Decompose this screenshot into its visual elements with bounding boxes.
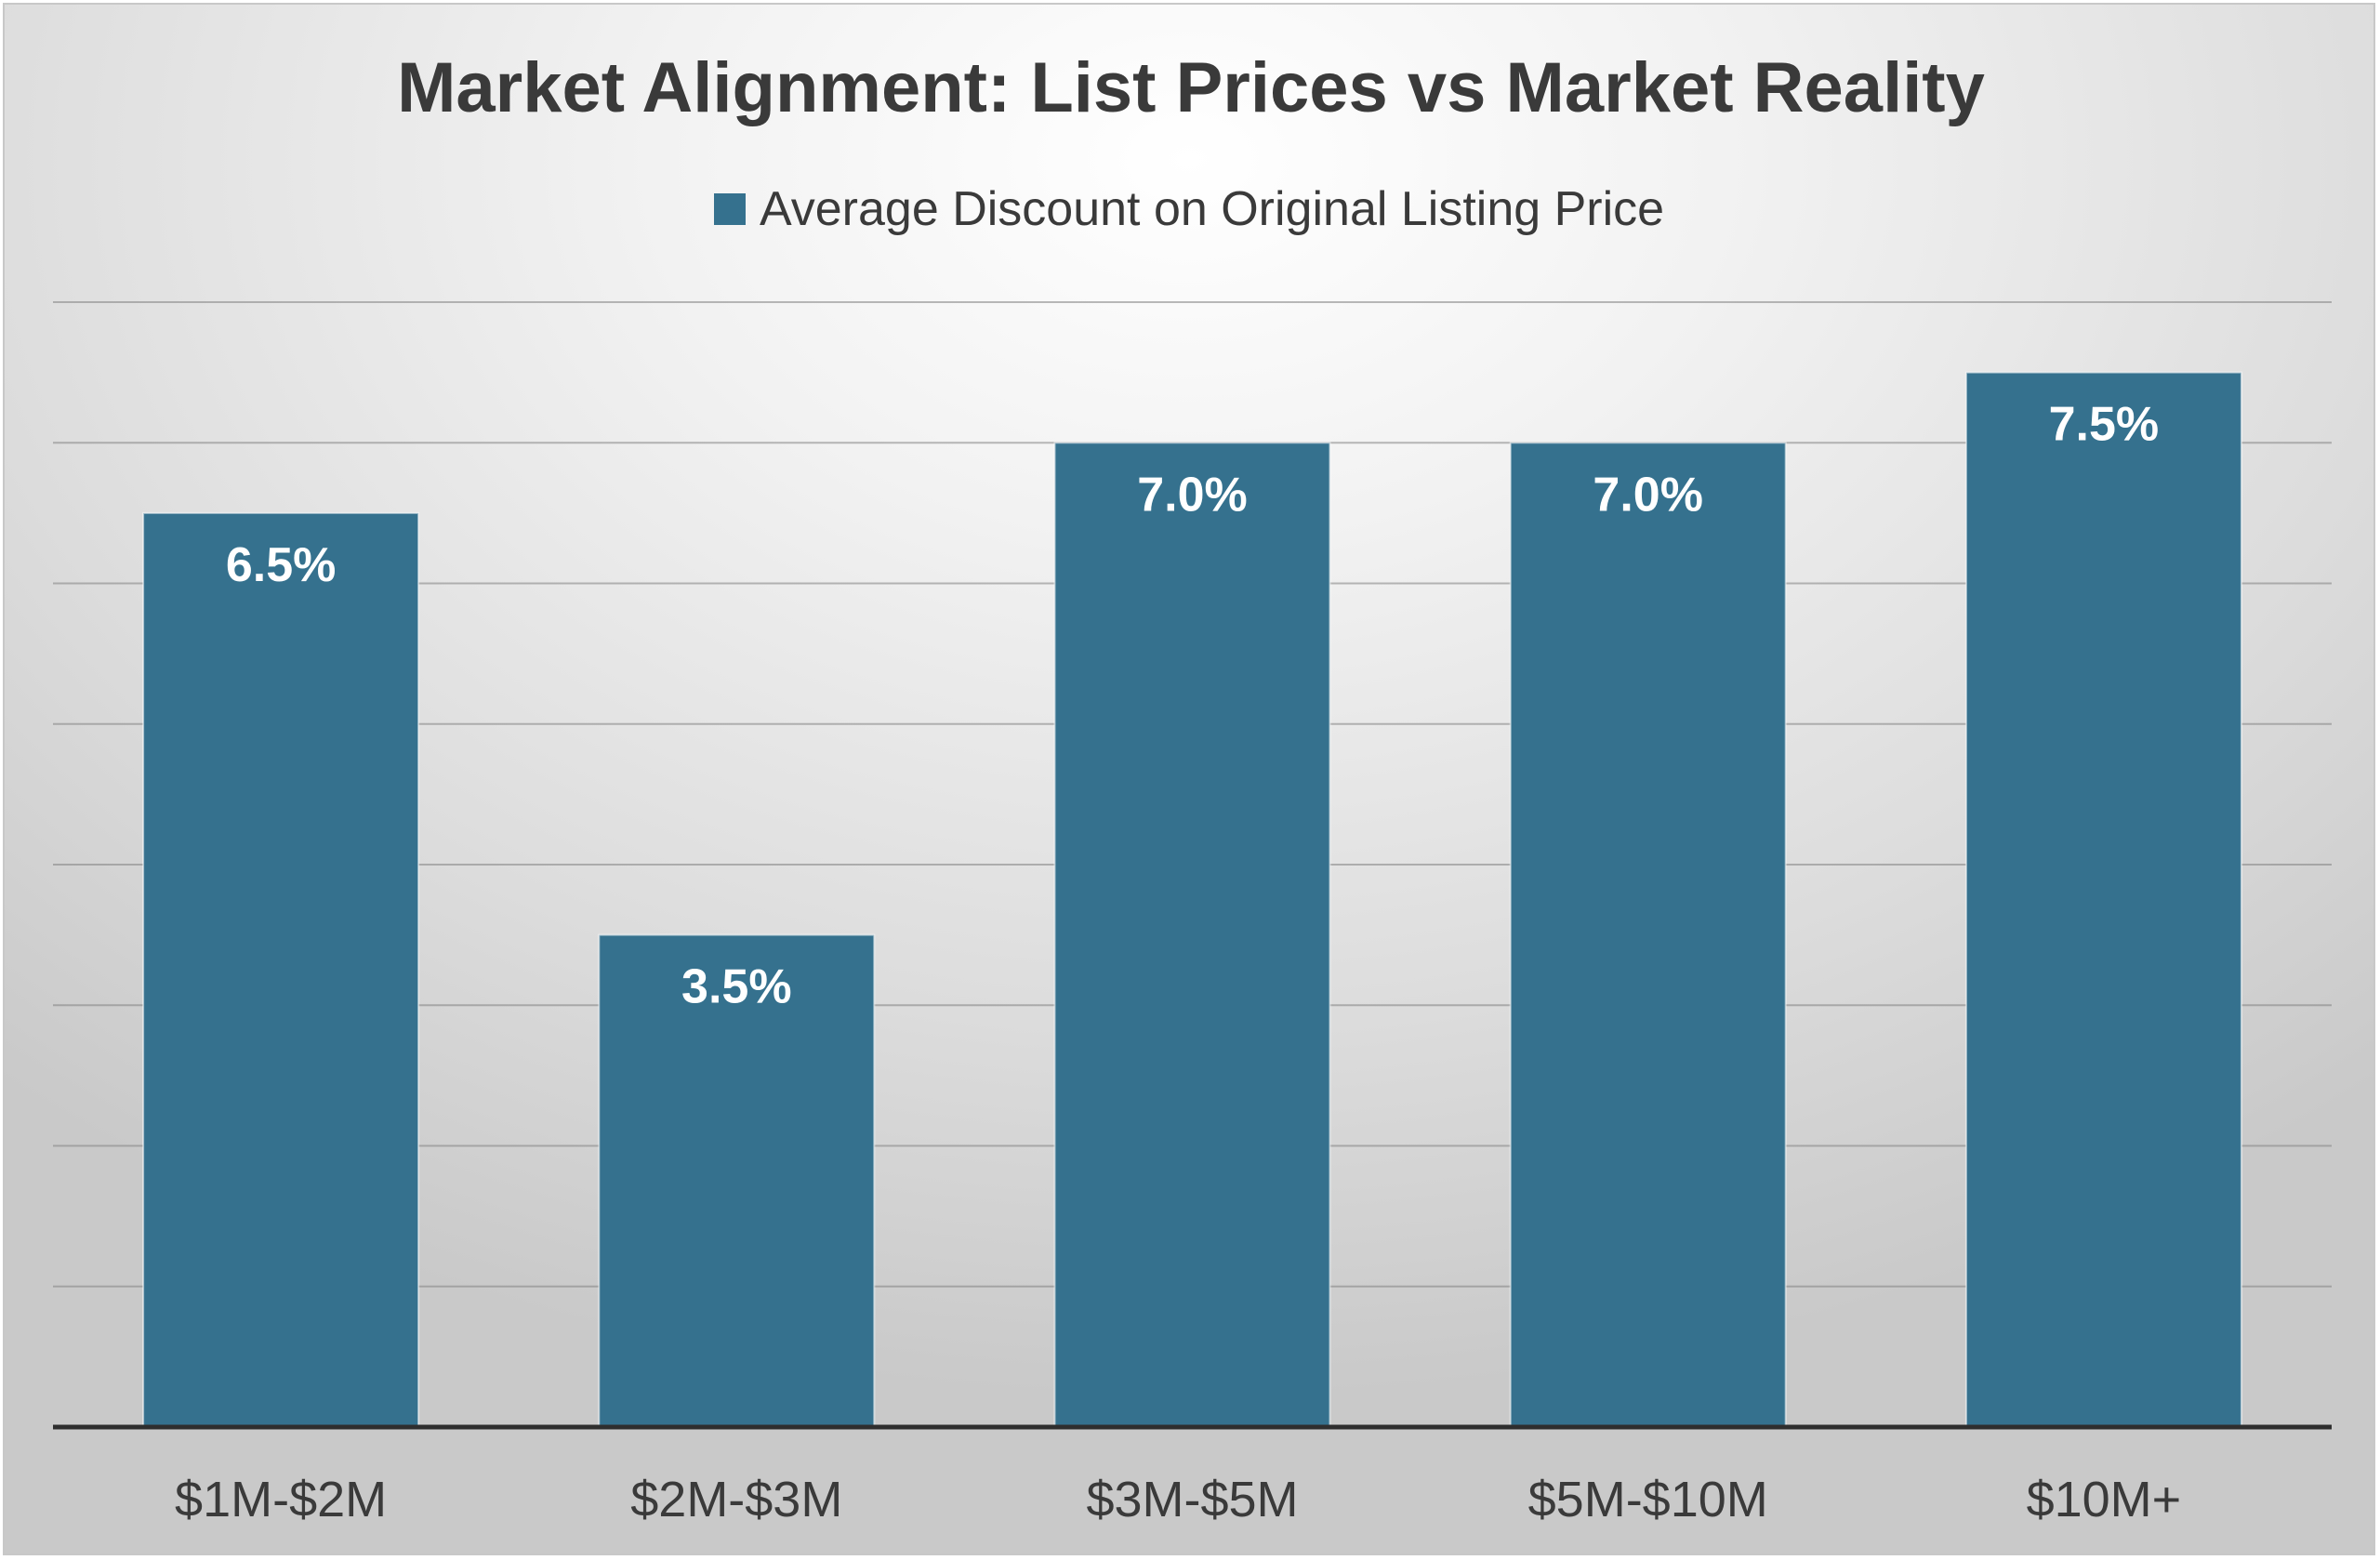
chart-title: Market Alignment: List Prices vs Market … xyxy=(397,48,1985,127)
bar xyxy=(1509,442,1787,1428)
legend: Average Discount on Original Listing Pri… xyxy=(714,182,1664,236)
data-label: 7.0% xyxy=(1593,468,1703,522)
data-label: 6.5% xyxy=(226,538,337,592)
bar xyxy=(598,933,876,1428)
bar xyxy=(142,511,420,1428)
x-tick-label: $5M-$10M xyxy=(1528,1472,1768,1527)
legend-swatch xyxy=(714,193,746,225)
data-label: 7.5% xyxy=(2049,398,2160,452)
x-tick-label: $1M-$2M xyxy=(175,1472,387,1527)
bar-chart: Market Alignment: List Prices vs Market … xyxy=(53,48,2332,1527)
data-label: 7.0% xyxy=(1137,468,1248,522)
legend-label: Average Discount on Original Listing Pri… xyxy=(760,182,1664,236)
data-label: 3.5% xyxy=(681,960,792,1014)
data-labels: 6.5% 3.5% 7.0% 7.0% 7.5% xyxy=(226,398,2159,1014)
chart-frame: Market Alignment: List Prices vs Market … xyxy=(3,3,2375,1555)
bar xyxy=(1964,371,2242,1428)
x-tick-label: $3M-$5M xyxy=(1086,1472,1298,1527)
x-tick-label: $2M-$3M xyxy=(630,1472,842,1527)
x-tick-label: $10M+ xyxy=(2027,1472,2182,1527)
x-axis-tick-labels: $1M-$2M $2M-$3M $3M-$5M $5M-$10M $10M+ xyxy=(175,1472,2181,1527)
bar xyxy=(1053,442,1331,1428)
bars xyxy=(142,371,2242,1428)
